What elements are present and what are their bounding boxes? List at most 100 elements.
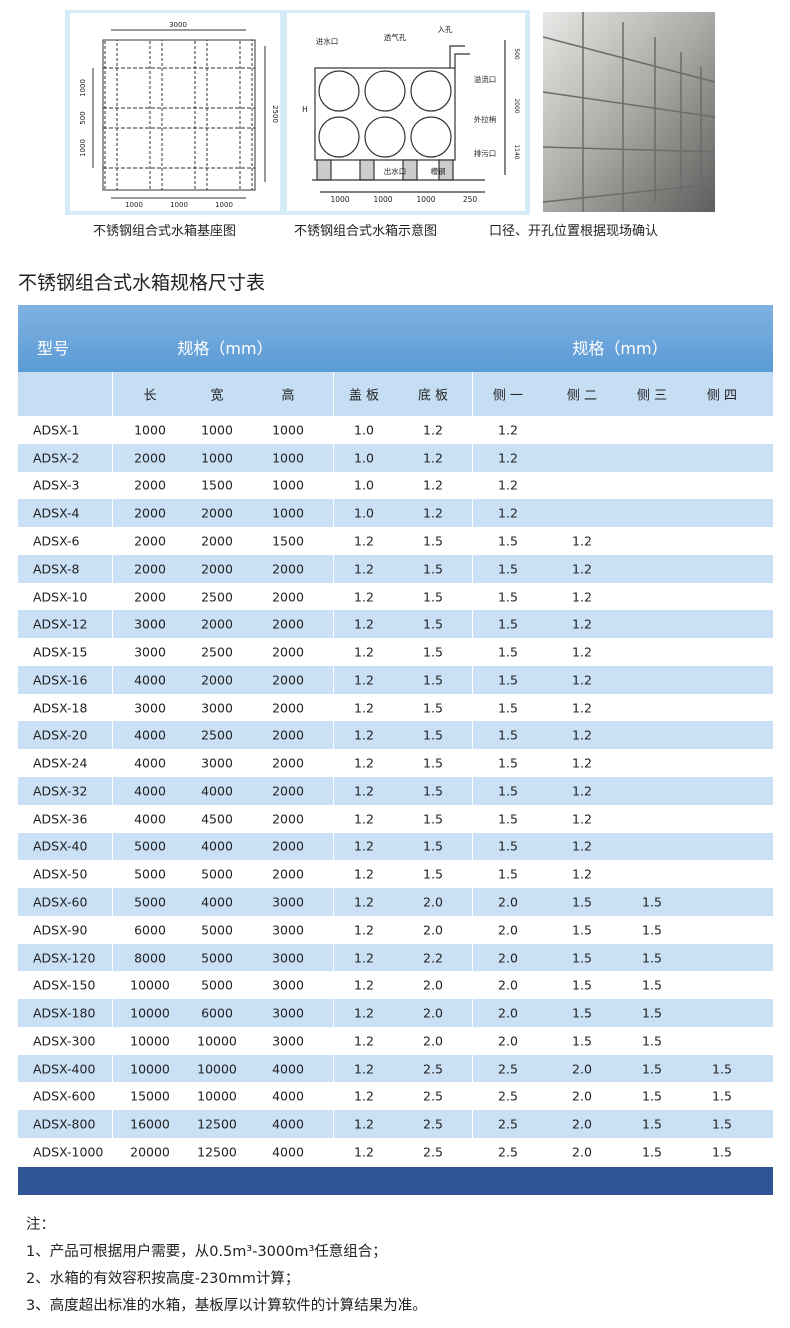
spec-cell: 1.5 bbox=[572, 977, 592, 993]
header-cell: 规格（mm） bbox=[177, 339, 273, 358]
spec-cell: 1.0 bbox=[354, 450, 374, 466]
spec-cell: 1000 bbox=[134, 422, 166, 438]
column-divider bbox=[472, 372, 473, 1167]
spec-cell: 1.5 bbox=[572, 894, 592, 910]
spec-cell: 1.5 bbox=[423, 811, 443, 827]
spec-cell: 2.0 bbox=[572, 1088, 592, 1104]
spec-cell: 1.5 bbox=[642, 1033, 662, 1049]
spec-cell: 1.5 bbox=[423, 783, 443, 799]
spec-cell: 6000 bbox=[134, 922, 166, 938]
model-cell: ADSX-2 bbox=[33, 450, 80, 466]
spec-cell: 1.5 bbox=[572, 1005, 592, 1021]
spec-cell: 1.2 bbox=[354, 783, 374, 799]
spec-cell: 1.0 bbox=[354, 422, 374, 438]
spec-cell: 2000 bbox=[272, 561, 304, 577]
model-cell: ADSX-400 bbox=[33, 1061, 96, 1077]
spec-cell: 1.5 bbox=[423, 672, 443, 688]
model-cell: ADSX-15 bbox=[33, 644, 88, 660]
spec-cell: 1.2 bbox=[354, 589, 374, 604]
spec-cell: 4000 bbox=[201, 894, 233, 910]
spec-cell: 1.2 bbox=[354, 838, 374, 854]
spec-cell: 1000 bbox=[272, 477, 304, 493]
spec-cell: 1.2 bbox=[572, 644, 592, 660]
spec-cell: 1000 bbox=[272, 422, 304, 438]
spec-cell: 2000 bbox=[134, 505, 166, 521]
spec-cell: 1.2 bbox=[354, 894, 374, 910]
header-cell: 规格（mm） bbox=[572, 339, 668, 358]
spec-cell: 1.2 bbox=[423, 505, 443, 521]
spec-cell: 1.5 bbox=[642, 950, 662, 965]
note: 1、产品可根据用户需要，从0.5m³-3000m³任意组合； bbox=[26, 1244, 387, 1260]
spec-cell: 1.2 bbox=[354, 616, 374, 632]
spec-cell: 1.5 bbox=[498, 672, 518, 688]
spec-cell: 3000 bbox=[272, 977, 304, 993]
spec-cell: 2000 bbox=[134, 450, 166, 466]
spec-cell: 1.5 bbox=[498, 700, 518, 716]
spec-cell: 3000 bbox=[201, 700, 233, 716]
row-stripe bbox=[18, 999, 773, 1027]
subheader-cell: 侧 四 bbox=[706, 388, 738, 404]
spec-cell: 5000 bbox=[134, 894, 166, 910]
row-stripe bbox=[18, 943, 773, 972]
spec-cell: 2.5 bbox=[423, 1144, 443, 1160]
spec-cell: 1.5 bbox=[572, 922, 592, 938]
table-title: 不锈钢组合式水箱规格尺寸表 bbox=[18, 272, 266, 294]
dimension-label: 1000 bbox=[416, 195, 435, 204]
diagram-label: 溢流口 bbox=[474, 74, 497, 84]
spec-cell: 2.0 bbox=[423, 1033, 443, 1049]
spec-cell: 2000 bbox=[272, 672, 304, 688]
subheader-cell: 高 bbox=[281, 388, 295, 404]
spec-cell: 2.5 bbox=[498, 1061, 518, 1077]
spec-cell: 2000 bbox=[134, 533, 166, 549]
row-stripe bbox=[18, 832, 773, 861]
spec-cell: 1.5 bbox=[642, 977, 662, 993]
spec-cell: 2000 bbox=[272, 700, 304, 716]
spec-cell: 2.0 bbox=[498, 1033, 518, 1049]
header-band bbox=[18, 305, 773, 372]
row-stripe bbox=[18, 888, 773, 916]
spec-table: 型号 规格（mm） 规格（mm） 长 宽 高 盖 板 底 板 侧 一 侧 二 侧 三 侧 四 ADSX-… bbox=[18, 305, 773, 1195]
note-heading: 注： bbox=[26, 1217, 55, 1233]
subheader-band bbox=[18, 372, 773, 416]
subheader-cell: 长 bbox=[143, 388, 157, 404]
spec-cell: 1.2 bbox=[498, 505, 518, 521]
spec-cell: 1.5 bbox=[423, 700, 443, 716]
spec-cell: 1.2 bbox=[423, 450, 443, 466]
footer-band bbox=[18, 1167, 773, 1195]
spec-cell: 2.5 bbox=[498, 1116, 518, 1132]
spec-cell: 2000 bbox=[272, 644, 304, 660]
spec-cell: 5000 bbox=[134, 866, 166, 882]
spec-cell: 2.5 bbox=[498, 1088, 518, 1104]
dimension-label: 1000 bbox=[330, 195, 349, 204]
spec-cell: 2000 bbox=[134, 477, 166, 493]
dimension-label: 500 bbox=[513, 48, 520, 60]
subheader-cell: 侧 三 bbox=[636, 388, 668, 404]
spec-cell: 1.2 bbox=[354, 866, 374, 882]
model-cell: ADSX-3 bbox=[33, 477, 80, 493]
spec-cell: 2500 bbox=[201, 727, 233, 743]
model-cell: ADSX-18 bbox=[33, 700, 88, 716]
spec-cell: 4000 bbox=[272, 1061, 304, 1077]
row-stripe bbox=[18, 554, 773, 583]
model-cell: ADSX-1 bbox=[33, 422, 80, 438]
spec-cell: 1.2 bbox=[572, 755, 592, 771]
spec-cell: 4000 bbox=[201, 838, 233, 854]
spec-cell: 1.2 bbox=[354, 1116, 374, 1132]
column-divider bbox=[112, 372, 113, 1167]
spec-cell: 2.0 bbox=[423, 922, 443, 938]
spec-cell: 1.2 bbox=[354, 922, 374, 938]
spec-cell: 1.2 bbox=[354, 1005, 374, 1021]
column-divider bbox=[333, 372, 334, 1167]
spec-cell: 8000 bbox=[134, 950, 166, 965]
diagram-label: H bbox=[302, 105, 308, 114]
spec-cell: 1.2 bbox=[572, 811, 592, 827]
spec-cell: 1.5 bbox=[423, 533, 443, 549]
header-cell: 型号 bbox=[37, 339, 70, 358]
spec-cell: 2.2 bbox=[423, 950, 443, 965]
diagram-label: 外拉梢 bbox=[474, 114, 497, 124]
diagram-label: 排污口 bbox=[474, 148, 497, 158]
spec-cell: 12500 bbox=[197, 1144, 237, 1160]
diagram-label: 透气孔 bbox=[384, 32, 407, 42]
spec-cell: 4000 bbox=[134, 727, 166, 743]
